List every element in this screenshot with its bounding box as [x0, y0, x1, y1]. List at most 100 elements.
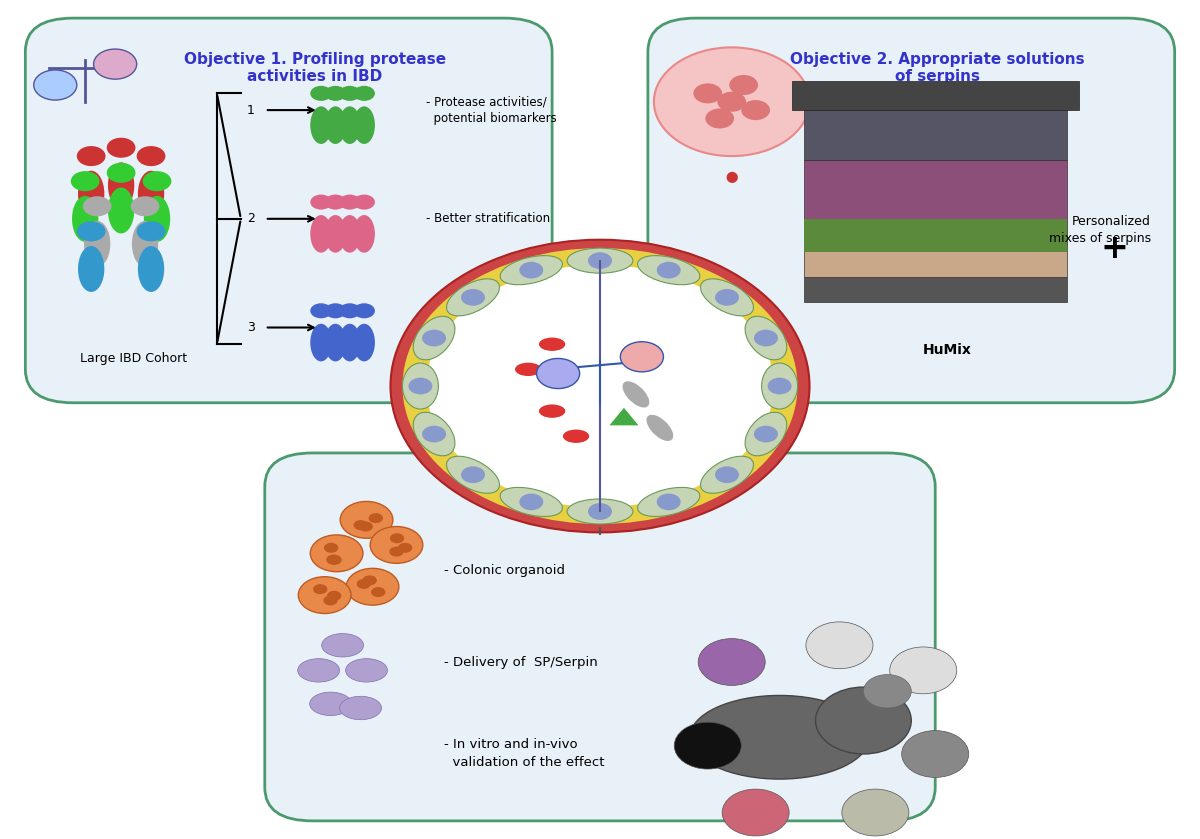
- Ellipse shape: [108, 163, 134, 208]
- Circle shape: [34, 70, 77, 100]
- Ellipse shape: [322, 633, 364, 657]
- Circle shape: [353, 195, 374, 210]
- Ellipse shape: [745, 412, 787, 456]
- FancyBboxPatch shape: [804, 110, 1067, 160]
- Circle shape: [325, 195, 346, 210]
- Ellipse shape: [647, 414, 673, 441]
- Text: Objective 1. Profiling protease
activities in IBD: Objective 1. Profiling protease activiti…: [184, 51, 446, 84]
- Circle shape: [311, 195, 332, 210]
- Circle shape: [461, 289, 485, 305]
- Circle shape: [722, 789, 790, 836]
- Circle shape: [340, 195, 360, 210]
- FancyBboxPatch shape: [792, 81, 1079, 110]
- Circle shape: [715, 289, 739, 305]
- Circle shape: [718, 91, 746, 112]
- Ellipse shape: [762, 363, 798, 409]
- Circle shape: [402, 248, 798, 524]
- Circle shape: [754, 425, 778, 442]
- Circle shape: [536, 358, 580, 388]
- Ellipse shape: [78, 246, 104, 292]
- Ellipse shape: [446, 456, 499, 493]
- Ellipse shape: [353, 215, 374, 253]
- Ellipse shape: [413, 412, 455, 456]
- Circle shape: [426, 265, 774, 508]
- Ellipse shape: [132, 221, 158, 267]
- Circle shape: [353, 303, 374, 318]
- Circle shape: [131, 196, 160, 216]
- Circle shape: [863, 675, 911, 708]
- Circle shape: [143, 171, 172, 191]
- FancyBboxPatch shape: [804, 244, 1067, 278]
- Text: - Protease activities/
  potential biomarkers: - Protease activities/ potential biomark…: [426, 95, 557, 125]
- Circle shape: [461, 466, 485, 483]
- Text: HuMix: HuMix: [923, 343, 972, 357]
- Ellipse shape: [340, 324, 360, 362]
- Ellipse shape: [637, 256, 700, 284]
- Circle shape: [842, 789, 908, 836]
- Circle shape: [326, 592, 341, 602]
- Circle shape: [408, 378, 432, 394]
- Circle shape: [346, 568, 398, 605]
- Ellipse shape: [310, 692, 352, 716]
- Ellipse shape: [311, 324, 332, 362]
- Circle shape: [768, 378, 792, 394]
- Circle shape: [107, 138, 136, 158]
- Text: +: +: [1100, 232, 1129, 265]
- Circle shape: [325, 86, 346, 101]
- Ellipse shape: [325, 107, 346, 144]
- Text: Objective 3. Deciphering the
SP/serpin mode of action: Objective 3. Deciphering the SP/serpin m…: [478, 478, 722, 510]
- Circle shape: [889, 647, 956, 694]
- Ellipse shape: [138, 170, 164, 216]
- Circle shape: [311, 86, 332, 101]
- Ellipse shape: [402, 363, 438, 409]
- FancyBboxPatch shape: [804, 219, 1067, 253]
- Ellipse shape: [353, 107, 374, 144]
- Circle shape: [706, 108, 734, 128]
- Circle shape: [311, 303, 332, 318]
- Text: 1: 1: [247, 103, 254, 117]
- Ellipse shape: [568, 499, 632, 524]
- Circle shape: [392, 534, 407, 544]
- Ellipse shape: [690, 696, 869, 779]
- FancyBboxPatch shape: [648, 18, 1175, 403]
- Circle shape: [358, 586, 372, 596]
- FancyBboxPatch shape: [804, 160, 1067, 244]
- Ellipse shape: [701, 279, 754, 315]
- Circle shape: [340, 86, 360, 101]
- Circle shape: [107, 163, 136, 183]
- Text: Objective 2. Appropriate solutions
of serpins: Objective 2. Appropriate solutions of se…: [791, 51, 1085, 84]
- Circle shape: [388, 534, 402, 544]
- FancyBboxPatch shape: [25, 18, 552, 403]
- Circle shape: [754, 330, 778, 347]
- Text: Personalized
mixes of serpins: Personalized mixes of serpins: [1049, 215, 1151, 245]
- Ellipse shape: [568, 248, 632, 274]
- Circle shape: [358, 578, 372, 588]
- Circle shape: [353, 86, 374, 101]
- Ellipse shape: [138, 246, 164, 292]
- Circle shape: [335, 554, 349, 564]
- Ellipse shape: [340, 107, 360, 144]
- Circle shape: [654, 47, 810, 156]
- Circle shape: [422, 330, 446, 347]
- Circle shape: [694, 83, 722, 103]
- Circle shape: [311, 535, 362, 571]
- Circle shape: [698, 638, 766, 685]
- Ellipse shape: [346, 659, 388, 682]
- Circle shape: [368, 516, 383, 526]
- Circle shape: [390, 240, 810, 533]
- Ellipse shape: [325, 215, 346, 253]
- Ellipse shape: [340, 215, 360, 253]
- Text: 2: 2: [247, 212, 254, 226]
- Circle shape: [137, 146, 166, 166]
- Circle shape: [326, 587, 341, 597]
- Circle shape: [816, 687, 911, 754]
- Circle shape: [94, 49, 137, 79]
- Text: - Colonic organoid: - Colonic organoid: [444, 564, 565, 576]
- Text: - Better stratification: - Better stratification: [426, 212, 551, 226]
- Ellipse shape: [108, 187, 134, 233]
- Text: ⬤: ⬤: [726, 171, 738, 183]
- Circle shape: [326, 542, 341, 552]
- Circle shape: [588, 253, 612, 269]
- Ellipse shape: [78, 170, 104, 216]
- Circle shape: [715, 466, 739, 483]
